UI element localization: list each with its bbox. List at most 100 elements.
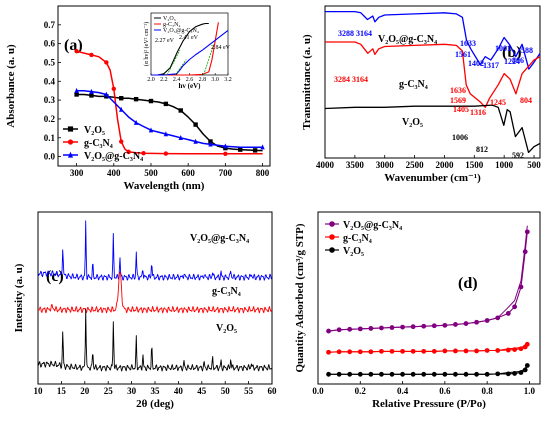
d-series-point-1 xyxy=(442,348,448,354)
d-legend-marker-2 xyxy=(329,247,335,253)
c-y-axis-title: Intensity (a. u) xyxy=(13,263,25,332)
d-xtick-label: 0.2 xyxy=(355,386,367,396)
d-series-point-0 xyxy=(410,324,416,330)
d-series-point-0 xyxy=(505,311,511,316)
d-series-point-0 xyxy=(484,318,490,323)
d-series-point-1 xyxy=(495,348,501,353)
d-series-point-1 xyxy=(431,348,437,354)
d-series-desorption-2 xyxy=(328,363,528,375)
c-x-axis-title: 2θ (deg) xyxy=(136,398,174,410)
a-series-point-1 xyxy=(89,52,94,58)
a-series-point-0 xyxy=(74,92,79,97)
d-series-point-1 xyxy=(336,349,342,355)
d-legend-label-1: g-C₃N₄ xyxy=(343,233,372,244)
a-xtick-label: 300 xyxy=(70,168,84,178)
b-peak-label-18: 1006 xyxy=(452,133,468,142)
a-legend-label-0: V₂O₅ xyxy=(84,125,105,136)
a-series-point-0 xyxy=(208,139,213,144)
a-inset-xtick-label: 2.0 xyxy=(147,77,155,83)
d-xtick-label: 0.4 xyxy=(397,386,409,396)
d-series-point-2 xyxy=(431,371,437,377)
d-series-point-1 xyxy=(379,348,384,354)
a-y-axis-title: Absorbance (a. u) xyxy=(5,44,17,128)
a-series-point-1 xyxy=(126,149,131,155)
a-inset-tangent-0 xyxy=(166,50,181,76)
d-legend-marker-1 xyxy=(329,234,335,240)
d-legend-marker-0 xyxy=(329,221,335,227)
b-xtick-label: 4000 xyxy=(316,160,335,170)
a-xtick-label: 800 xyxy=(256,168,270,178)
d-series-point-0 xyxy=(431,323,437,329)
a-ytick-label: 0.6 xyxy=(44,39,56,49)
d-series-point-2 xyxy=(512,371,518,376)
a-inset-legend-label-1: g-C₃N₄ xyxy=(163,22,181,28)
a-series-point-2 xyxy=(260,144,265,150)
a-series-point-2 xyxy=(89,88,94,94)
a-series-point-1 xyxy=(104,60,109,65)
d-series-point-1 xyxy=(389,348,395,354)
c-xtick-label: 45 xyxy=(197,386,207,396)
a-series-point-1 xyxy=(119,139,124,144)
a-ytick-label: 0.1 xyxy=(44,133,56,143)
b-xtick-label: 3000 xyxy=(376,160,395,170)
a-series-point-0 xyxy=(89,93,94,98)
a-series-point-1 xyxy=(141,151,146,156)
d-series-point-2 xyxy=(505,371,511,377)
b-series-line-2 xyxy=(324,104,541,154)
a-inset-tangent-2 xyxy=(203,43,215,76)
c-panel-label: (c) xyxy=(46,268,64,285)
a-series-point-2 xyxy=(163,131,169,137)
b-peak-label-19: 812 xyxy=(476,145,488,154)
d-series-point-1 xyxy=(326,349,331,355)
d-series-point-2 xyxy=(357,371,363,377)
a-inset-series-0 xyxy=(151,22,209,76)
a-inset-annotation-2: 2.84 eV xyxy=(211,45,231,51)
d-series-point-0 xyxy=(442,322,448,328)
d-xtick-label: 1.0 xyxy=(524,386,536,396)
a-inset-tangent-1 xyxy=(175,59,187,76)
d-series-point-0 xyxy=(495,315,501,321)
a-series-point-2 xyxy=(133,119,139,125)
b-curve-label-1: g-C₃N₄ xyxy=(399,79,428,90)
d-series-point-1 xyxy=(463,348,469,354)
a-series-point-1 xyxy=(223,151,228,156)
c-xtick-label: 55 xyxy=(244,386,254,396)
c-xtick-label: 30 xyxy=(127,386,137,396)
a-inset-x-title: hv (eV) xyxy=(179,82,202,90)
d-series-point-1 xyxy=(410,348,416,354)
c-curve-label-2: V₂O₅ xyxy=(216,323,237,334)
a-inset-annotation-0: 2.27 eV xyxy=(155,38,175,44)
d-series-point-0 xyxy=(474,319,479,325)
d-y-axis-title: Quantity Adsorbed (cm³/g STP) xyxy=(294,223,306,372)
b-xtick-label: 2000 xyxy=(435,160,454,170)
a-legend-label-1: g-C₃N₄ xyxy=(84,138,113,149)
d-legend-label-2: V₂O₅ xyxy=(343,246,364,257)
a-ytick-label: 0.3 xyxy=(44,95,56,105)
a-ytick-label: 0.0 xyxy=(44,152,56,162)
d-series-point-2 xyxy=(347,371,353,377)
b-peak-label-4: 1402 xyxy=(468,59,484,68)
panel-a-frame xyxy=(57,5,271,167)
d-series-point-2 xyxy=(518,370,524,375)
d-series-point-2 xyxy=(484,371,490,377)
b-peak-label-15: 1316 xyxy=(470,108,486,117)
d-series-desorption-1 xyxy=(328,342,528,353)
d-series-point-1 xyxy=(368,349,374,355)
b-peak-label-2: 1633 xyxy=(460,39,476,48)
d-series-point-1 xyxy=(400,348,405,354)
b-peak-label-3: 1561 xyxy=(455,50,471,59)
d-series-point-0 xyxy=(524,229,530,235)
d-series-point-2 xyxy=(410,371,416,377)
d-series-point-0 xyxy=(400,324,405,330)
d-series-point-1 xyxy=(357,349,363,355)
d-series-point-0 xyxy=(463,321,469,326)
d-series-point-2 xyxy=(522,367,528,373)
d-series-point-0 xyxy=(379,325,384,331)
a-series-point-2 xyxy=(208,141,213,147)
d-series-point-1 xyxy=(474,348,479,354)
d-series-point-1 xyxy=(518,346,524,352)
a-series-point-2 xyxy=(74,87,79,93)
b-x-axis-title: Wavenumber (cm⁻¹) xyxy=(384,172,481,184)
d-series-point-2 xyxy=(400,371,405,377)
d-series-point-2 xyxy=(389,371,395,377)
